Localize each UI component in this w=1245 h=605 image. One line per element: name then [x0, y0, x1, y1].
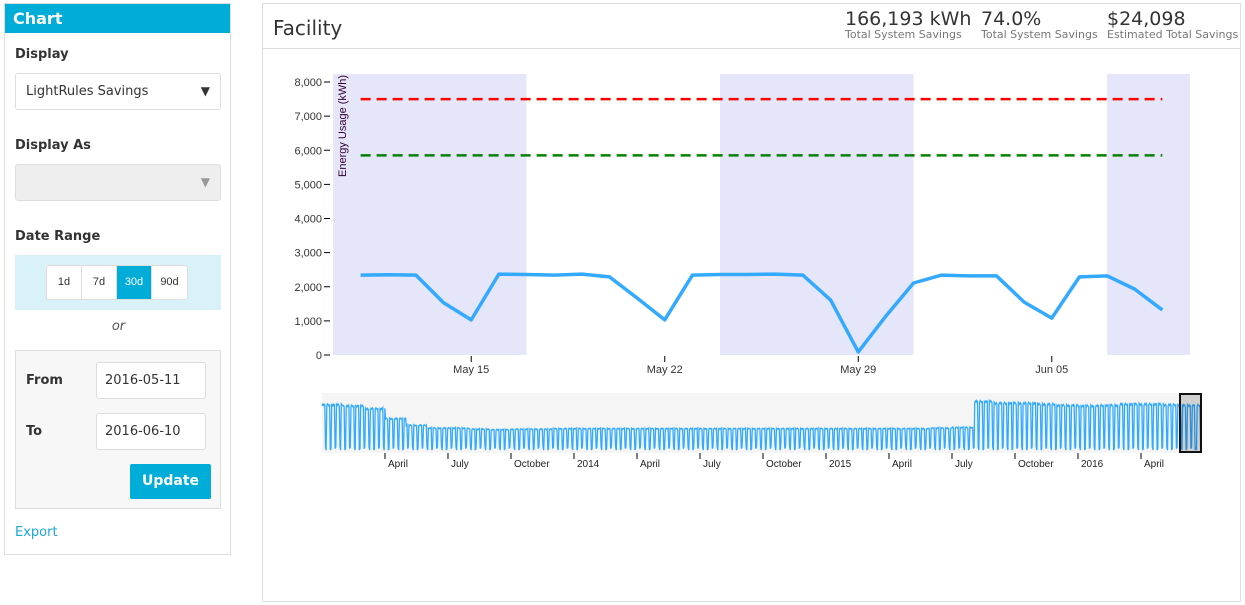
stat-kwh-savings: 166,193 kWh Total System Savings	[845, 8, 971, 41]
chevron-down-icon: ▼	[200, 175, 210, 189]
x-tick-label: May 22	[647, 364, 683, 376]
range-90d-button[interactable]: 90d	[152, 266, 187, 299]
range-button-group: 1d 7d 30d 90d	[46, 265, 188, 300]
stat-percent-savings: 74.0% Total System Savings	[981, 8, 1098, 41]
navigator-tick-label: April	[892, 459, 912, 470]
stat-dollar-savings: $24,098 Estimated Total Savings	[1107, 8, 1238, 41]
navigator-tick-label: April	[1144, 459, 1164, 470]
weekend-band	[720, 74, 914, 355]
range-1d-button[interactable]: 1d	[47, 266, 82, 299]
display-as-label: Display As	[15, 138, 91, 153]
y-tick-label: 8,000	[294, 77, 322, 89]
navigator-series	[321, 398, 1202, 451]
stat-label: Estimated Total Savings	[1107, 28, 1239, 41]
stat-label: Total System Savings	[845, 28, 962, 41]
navigator-tick-label: 2016	[1081, 459, 1104, 470]
stat-value: 74.0%	[981, 8, 1042, 30]
display-label: Display	[15, 47, 69, 62]
y-tick-label: 7,000	[294, 111, 322, 123]
y-tick-label: 4,000	[294, 214, 322, 226]
y-tick-label: 2,000	[294, 282, 322, 294]
navigator-tick-label: April	[640, 459, 660, 470]
navigator-tick-label: October	[1018, 459, 1054, 470]
y-tick-label: 6,000	[294, 145, 322, 157]
navigator-tick-label: July	[451, 459, 469, 470]
y-axis-label: Energy Usage (kWh)	[337, 75, 349, 177]
export-link[interactable]: Export	[15, 525, 58, 540]
date-range-label: Date Range	[15, 229, 101, 244]
y-tick-label: 5,000	[294, 179, 322, 191]
update-button[interactable]: Update	[130, 464, 211, 499]
panel-header: Facility 166,193 kWh Total System Savings…	[263, 4, 1240, 49]
range-button-group-container: 1d 7d 30d 90d	[15, 255, 221, 310]
series-line	[360, 272, 1164, 354]
x-tick-label: May 15	[453, 364, 489, 376]
x-tick-label: May 29	[840, 364, 876, 376]
navigator-tick-label: 2015	[829, 459, 852, 470]
range-7d-button[interactable]: 7d	[82, 266, 117, 299]
navigator-tick-label: 2014	[577, 459, 600, 470]
stat-value: $24,098	[1107, 8, 1186, 30]
stat-label: Total System Savings	[981, 28, 1098, 41]
page-title: Facility	[273, 16, 343, 40]
weekend-band	[333, 74, 527, 355]
navigator-tick-label: October	[514, 459, 550, 470]
y-tick-label: 0	[316, 350, 322, 362]
to-date-input[interactable]: 2016-06-10	[96, 413, 206, 450]
navigator-brush[interactable]	[1179, 393, 1202, 453]
y-tick-label: 3,000	[294, 248, 322, 260]
navigator-tick-label: October	[766, 459, 802, 470]
display-as-select[interactable]: ▼	[15, 164, 221, 201]
or-separator: or	[111, 319, 126, 334]
to-label: To	[26, 424, 43, 439]
range-30d-button[interactable]: 30d	[117, 266, 152, 299]
stat-value: 166,193 kWh	[845, 8, 972, 30]
facility-panel: Facility 166,193 kWh Total System Savings…	[262, 3, 1241, 602]
chevron-down-icon: ▼	[200, 84, 210, 98]
x-tick-label: Jun 05	[1035, 364, 1068, 376]
weekend-band	[1107, 74, 1190, 355]
sidebar-header: Chart	[5, 4, 230, 33]
navigator-tick-label: July	[703, 459, 721, 470]
y-tick-label: 1,000	[294, 316, 322, 328]
navigator-tick-label: July	[955, 459, 973, 470]
custom-date-panel: From 2016-05-11 To 2016-06-10 Update	[15, 350, 221, 509]
navigator-tick-label: April	[388, 459, 408, 470]
display-select[interactable]: LightRules Savings ▼	[15, 73, 221, 110]
from-date-input[interactable]: 2016-05-11	[96, 362, 206, 399]
chart-sidebar: Chart Display LightRules Savings ▼ Displa…	[4, 3, 231, 555]
from-label: From	[26, 373, 63, 388]
display-value: LightRules Savings	[26, 84, 149, 99]
